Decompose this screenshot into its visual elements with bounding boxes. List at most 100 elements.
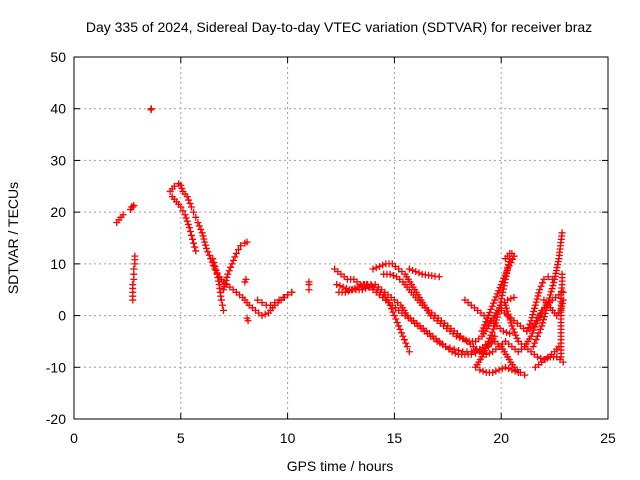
data-point — [218, 301, 226, 309]
data-point — [130, 265, 138, 273]
data-point — [524, 324, 532, 332]
data-point — [213, 270, 221, 278]
data-point — [209, 255, 217, 263]
data-point — [389, 271, 397, 279]
data-point — [536, 325, 544, 333]
data-point — [485, 349, 493, 357]
x-tick-label: 10 — [280, 430, 296, 446]
data-point — [501, 279, 509, 287]
data-point — [220, 286, 228, 294]
series-s2 — [127, 201, 138, 214]
data-point — [212, 266, 220, 274]
data-point — [215, 277, 223, 285]
data-point — [548, 285, 556, 293]
data-point — [379, 261, 387, 269]
data-point — [192, 213, 200, 221]
data-point — [179, 207, 187, 215]
data-point — [409, 266, 417, 274]
data-point — [537, 354, 545, 362]
data-point — [505, 365, 513, 373]
data-point — [550, 278, 558, 286]
data-point — [501, 363, 509, 371]
x-tick-label: 5 — [177, 430, 185, 446]
data-point — [189, 235, 197, 243]
series-s30 — [531, 343, 563, 371]
data-point — [362, 284, 370, 292]
data-point — [415, 269, 423, 277]
data-point — [232, 250, 240, 258]
data-point — [510, 293, 518, 301]
data-point — [258, 299, 266, 307]
y-tick-label: 40 — [50, 101, 66, 117]
data-point — [170, 182, 178, 190]
data-point — [185, 196, 193, 204]
series-s15 — [335, 281, 413, 356]
data-point — [533, 295, 541, 303]
data-point — [220, 283, 228, 291]
data-point — [472, 349, 480, 357]
data-point — [242, 275, 250, 283]
plot-frame — [73, 56, 609, 420]
data-point — [497, 298, 505, 306]
y-axis-label: SDTVAR / TECUs — [5, 182, 21, 294]
data-point — [448, 348, 456, 356]
data-point — [482, 344, 490, 352]
data-point — [478, 353, 486, 361]
data-point — [481, 321, 489, 329]
data-point — [527, 317, 535, 325]
data-point — [495, 287, 503, 295]
data-point — [119, 211, 127, 219]
data-point — [375, 262, 383, 270]
data-point — [202, 244, 210, 252]
data-point — [195, 222, 203, 230]
series-s20 — [476, 363, 522, 376]
data-point — [234, 246, 242, 254]
data-point — [483, 315, 491, 323]
data-point — [491, 296, 499, 304]
data-point — [204, 248, 212, 256]
data-point — [539, 319, 547, 327]
data-point — [214, 274, 222, 282]
data-point — [388, 305, 396, 313]
data-point — [482, 318, 490, 326]
data-point — [523, 327, 531, 335]
data-point — [509, 325, 517, 333]
y-tick-label: 30 — [50, 152, 66, 168]
data-point — [559, 358, 567, 366]
data-point — [481, 347, 489, 355]
data-point — [393, 318, 401, 326]
series-s6 — [168, 193, 200, 255]
data-point — [187, 231, 195, 239]
data-point — [541, 310, 549, 318]
data-point — [496, 284, 504, 292]
data-point — [190, 239, 198, 247]
data-point — [435, 273, 443, 281]
data-point — [284, 291, 292, 299]
x-tick-label: 15 — [387, 430, 403, 446]
data-point — [244, 317, 252, 325]
data-point — [185, 224, 193, 232]
data-point — [399, 332, 407, 340]
data-point — [267, 301, 275, 309]
data-point — [497, 295, 505, 303]
data-point — [261, 310, 269, 318]
series-s17 — [405, 265, 443, 281]
series-s8 — [220, 238, 251, 294]
data-point — [205, 251, 213, 259]
data-point — [513, 334, 521, 342]
x-axis-ticks: 0 5 10 15 20 25 — [70, 57, 616, 446]
data-point — [499, 288, 507, 296]
data-point — [531, 339, 539, 347]
data-point — [535, 289, 543, 297]
series-s4 — [147, 105, 155, 114]
data-point — [336, 282, 344, 290]
data-point — [187, 203, 195, 211]
data-point — [492, 293, 500, 301]
data-point — [131, 252, 139, 260]
data-point — [542, 306, 550, 314]
data-point — [243, 238, 251, 246]
data-point — [514, 368, 522, 376]
data-point — [500, 282, 508, 290]
data-point — [184, 220, 192, 228]
data-point — [530, 307, 538, 315]
